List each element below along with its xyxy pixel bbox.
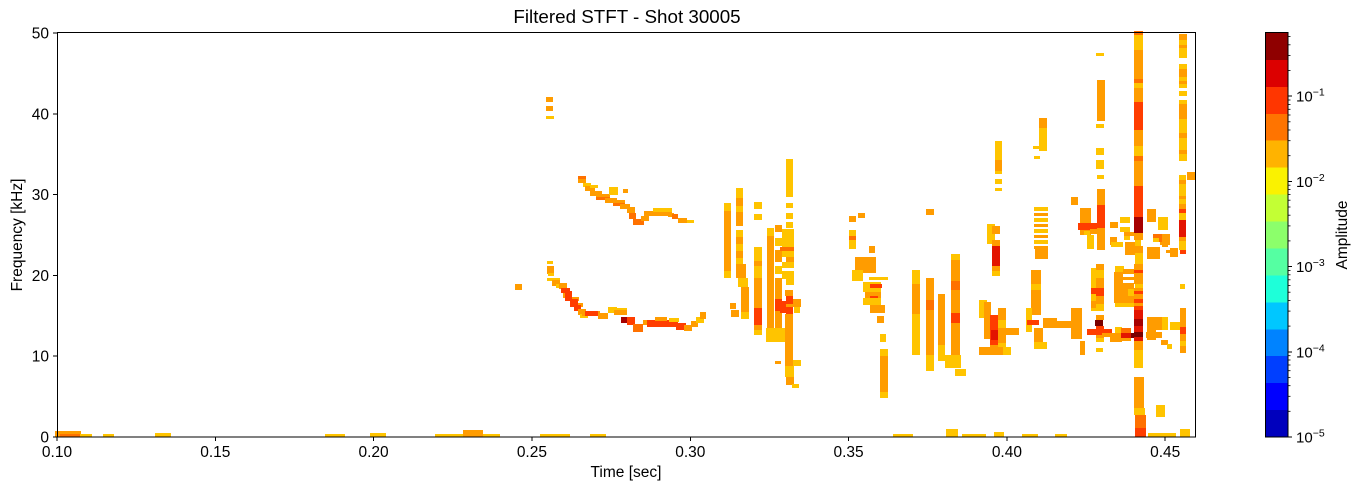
svg-text:0.10: 0.10 [42,444,73,461]
svg-text:50: 50 [32,26,50,43]
svg-text:0.20: 0.20 [359,444,390,461]
svg-text:0.25: 0.25 [517,444,547,461]
svg-text:10: 10 [32,349,50,366]
svg-text:0.35: 0.35 [834,444,864,461]
svg-text:30: 30 [32,187,50,204]
svg-text:Filtered STFT - Shot 30005: Filtered STFT - Shot 30005 [513,6,740,27]
svg-text:0.45: 0.45 [1150,444,1180,461]
svg-text:40: 40 [32,106,50,123]
svg-text:20: 20 [32,268,50,285]
svg-text:Amplitude: Amplitude [1334,201,1351,270]
svg-text:0.40: 0.40 [992,444,1023,461]
svg-text:Time [sec]: Time [sec] [591,464,662,481]
svg-text:0: 0 [40,430,49,447]
svg-text:0.15: 0.15 [200,444,230,461]
svg-text:0.30: 0.30 [675,444,706,461]
svg-text:Frequency [kHz]: Frequency [kHz] [9,179,26,292]
